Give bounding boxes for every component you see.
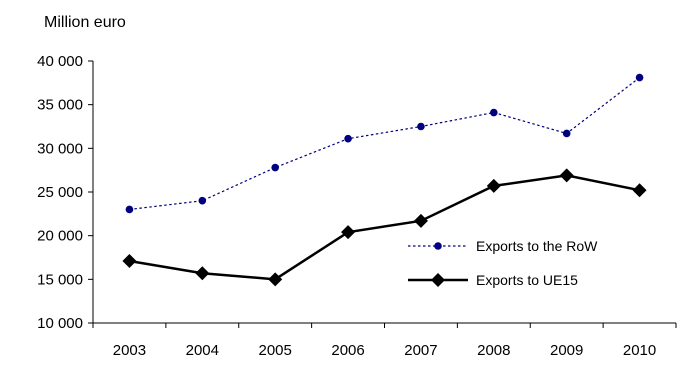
series-layer bbox=[122, 73, 647, 287]
data-point bbox=[125, 205, 134, 214]
y-tick-label: 35 000 bbox=[37, 97, 83, 114]
data-point bbox=[122, 253, 137, 268]
legend-swatch-ue15-marker bbox=[431, 273, 445, 287]
y-axis-unit-label: Million euro bbox=[44, 14, 126, 31]
x-tick-label: 2006 bbox=[331, 342, 364, 359]
series-row bbox=[125, 73, 644, 214]
y-tick-label: 10 000 bbox=[37, 315, 83, 332]
series-line bbox=[129, 77, 640, 211]
data-point bbox=[268, 272, 283, 287]
data-point bbox=[635, 73, 644, 82]
data-point bbox=[271, 163, 279, 172]
data-point bbox=[195, 266, 210, 281]
legend-label-row: Exports to the RoW bbox=[476, 238, 598, 254]
x-tick-label: 2004 bbox=[186, 342, 219, 359]
legend-label-ue15: Exports to UE15 bbox=[476, 272, 578, 288]
x-tick-label: 2003 bbox=[113, 342, 146, 359]
series-ue15 bbox=[122, 168, 647, 287]
x-tick-label: 2009 bbox=[550, 342, 583, 359]
x-tick-label: 2010 bbox=[623, 342, 656, 359]
y-tick-label: 15 000 bbox=[37, 271, 83, 288]
legend-swatch-row-marker bbox=[434, 242, 442, 250]
data-point bbox=[632, 183, 647, 198]
legend: Exports to the RoW Exports to UE15 bbox=[408, 238, 598, 288]
legend-item-row: Exports to the RoW bbox=[408, 238, 598, 254]
data-point bbox=[486, 178, 501, 193]
y-tick-label: 20 000 bbox=[37, 228, 83, 245]
x-tick-label: 2007 bbox=[404, 342, 437, 359]
y-tick-label: 30 000 bbox=[37, 140, 83, 157]
data-point bbox=[198, 196, 207, 205]
data-point bbox=[341, 225, 356, 240]
y-tick-label: 25 000 bbox=[37, 184, 83, 201]
series-line bbox=[129, 174, 640, 281]
data-point bbox=[490, 108, 498, 117]
x-tick-label: 2005 bbox=[259, 342, 292, 359]
legend-item-ue15: Exports to UE15 bbox=[408, 272, 578, 288]
axes: 10 000 15 000 20 000 25 000 30 000 35 000 40 0… bbox=[37, 53, 677, 359]
data-point bbox=[559, 168, 574, 183]
data-point bbox=[417, 122, 425, 131]
data-point bbox=[562, 129, 571, 138]
x-tick-label: 2008 bbox=[477, 342, 510, 359]
y-tick-label: 40 000 bbox=[37, 53, 83, 70]
data-point bbox=[344, 134, 352, 143]
data-point bbox=[413, 213, 428, 228]
